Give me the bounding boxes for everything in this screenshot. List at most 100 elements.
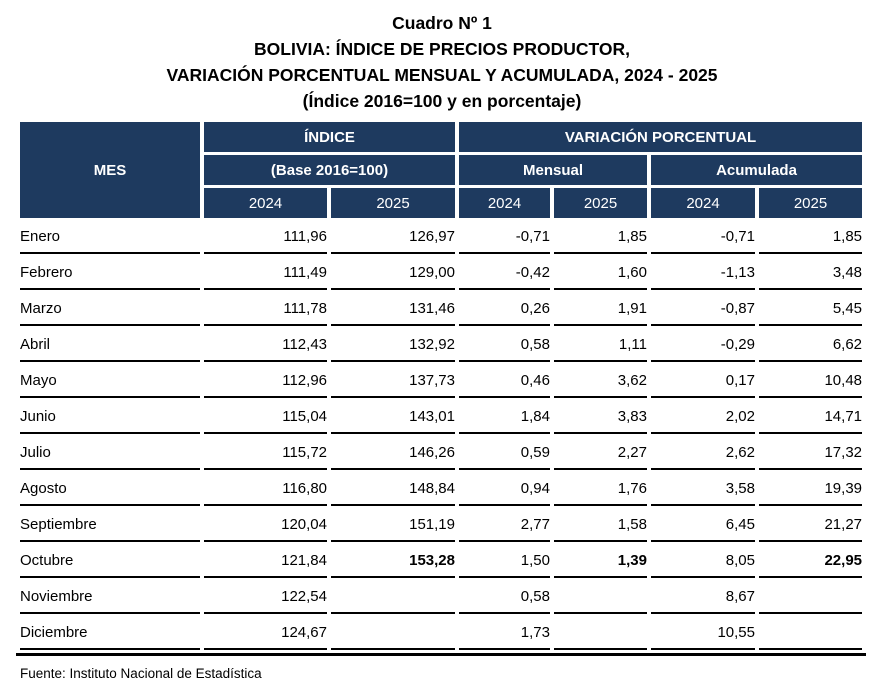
month-cell: Mayo [20,365,200,398]
acumulada-2025-cell: 3,48 [759,257,863,290]
acumulada-2024-cell: 3,58 [651,473,755,506]
header-year-acumulada-2024: 2024 [651,188,755,218]
mensual-2024-cell: 0,58 [459,329,550,362]
acumulada-2024-cell: 8,05 [651,545,755,578]
table-row: Agosto 116,80 148,84 0,94 1,76 3,58 19,39 [20,473,863,506]
title-line-3: VARIACIÓN PORCENTUAL MENSUAL Y ACUMULADA… [166,65,718,85]
table-row: Noviembre 122,54 0,58 8,67 [20,581,863,614]
indice-2025-cell: 129,00 [331,257,455,290]
header-acumulada: Acumulada [651,155,863,185]
header-base-2016: (Base 2016=100) [204,155,455,185]
mensual-2024-cell: 0,46 [459,365,550,398]
acumulada-2025-cell: 1,85 [759,221,863,254]
title-line-1: Cuadro Nº 1 [392,13,492,33]
mensual-2024-cell: 1,50 [459,545,550,578]
month-cell: Noviembre [20,581,200,614]
source-note: Fuente: Instituto Nacional de Estadístic… [20,666,262,678]
table-wrapper: MES ÍNDICE VARIACIÓN PORCENTUAL (Base 20… [16,119,867,656]
indice-2024-cell: 120,04 [204,509,327,542]
acumulada-2024-cell: -0,71 [651,221,755,254]
month-cell: Enero [20,221,200,254]
mensual-2024-cell: 1,84 [459,401,550,434]
acumulada-2025-cell: 21,27 [759,509,863,542]
acumulada-2025-cell: 6,62 [759,329,863,362]
indice-2024-cell: 121,84 [204,545,327,578]
month-cell: Abril [20,329,200,362]
acumulada-2025-cell: 22,95 [759,545,863,578]
mensual-2025-cell: 1,39 [554,545,647,578]
indice-2025-cell: 131,46 [331,293,455,326]
indice-2025-cell: 146,26 [331,437,455,470]
month-cell: Febrero [20,257,200,290]
acumulada-2024-cell: 6,45 [651,509,755,542]
month-cell: Junio [20,401,200,434]
acumulada-2025-cell: 5,45 [759,293,863,326]
mensual-2024-cell: 2,77 [459,509,550,542]
table-row: Julio 115,72 146,26 0,59 2,27 2,62 17,32 [20,437,863,470]
mensual-2024-cell: 0,26 [459,293,550,326]
indice-2024-cell: 116,80 [204,473,327,506]
mensual-2025-cell: 1,85 [554,221,647,254]
indice-2025-cell: 148,84 [331,473,455,506]
acumulada-2024-cell: 0,17 [651,365,755,398]
header-year-indice-2025: 2025 [331,188,455,218]
mensual-2025-cell: 1,76 [554,473,647,506]
month-cell: Diciembre [20,617,200,650]
header-row-3: 2024 2025 2024 2025 2024 2025 [20,188,863,218]
header-year-mensual-2024: 2024 [459,188,550,218]
mensual-2025-cell [554,617,647,650]
header-row-1: MES ÍNDICE VARIACIÓN PORCENTUAL [20,122,863,218]
mensual-2024-cell: 0,94 [459,473,550,506]
mensual-2025-cell: 3,83 [554,401,647,434]
acumulada-2025-cell [759,581,863,614]
table-row: Marzo 111,78 131,46 0,26 1,91 -0,87 5,45 [20,293,863,326]
indice-2025-cell [331,581,455,614]
acumulada-2024-cell: 10,55 [651,617,755,650]
table-row: Febrero 111,49 129,00 -0,42 1,60 -1,13 3,48 [20,257,863,290]
month-cell: Octubre [20,545,200,578]
table-row: Abril 112,43 132,92 0,58 1,11 -0,29 6,62 [20,329,863,362]
mensual-2025-cell: 1,58 [554,509,647,542]
header-mensual: Mensual [459,155,647,185]
mensual-2025-cell: 1,60 [554,257,647,290]
mensual-2024-cell: 0,59 [459,437,550,470]
indice-2024-cell: 112,96 [204,365,327,398]
acumulada-2024-cell: -0,29 [651,329,755,362]
month-cell: Septiembre [20,509,200,542]
mensual-2025-cell [554,581,647,614]
table-row: Mayo 112,96 137,73 0,46 3,62 0,17 10,48 [20,365,863,398]
table-row: Enero 111,96 126,97 -0,71 1,85 -0,71 1,85 [20,221,863,254]
acumulada-2025-cell: 10,48 [759,365,863,398]
acumulada-2025-cell: 19,39 [759,473,863,506]
indice-2024-cell: 111,49 [204,257,327,290]
month-cell: Marzo [20,293,200,326]
header-year-indice-2024: 2024 [204,188,327,218]
acumulada-2024-cell: 8,67 [651,581,755,614]
mensual-2025-cell: 3,62 [554,365,647,398]
indice-2025-cell [331,617,455,650]
mensual-2024-cell: -0,71 [459,221,550,254]
mensual-2025-cell: 1,11 [554,329,647,362]
indice-2025-cell: 137,73 [331,365,455,398]
month-cell: Agosto [20,473,200,506]
acumulada-2024-cell: -1,13 [651,257,755,290]
indice-2024-cell: 112,43 [204,329,327,362]
table-row: Junio 115,04 143,01 1,84 3,83 2,02 14,71 [20,401,863,434]
header-year-mensual-2025: 2025 [554,188,647,218]
header-mes: MES [20,122,200,218]
acumulada-2024-cell: 2,62 [651,437,755,470]
indice-2025-cell: 151,19 [331,509,455,542]
table-row: Diciembre 124,67 1,73 10,55 [20,617,863,650]
month-cell: Julio [20,437,200,470]
mensual-2025-cell: 2,27 [554,437,647,470]
header-variacion-porcentual: VARIACIÓN PORCENTUAL [459,122,863,152]
mensual-2024-cell: 0,58 [459,581,550,614]
acumulada-2024-cell: -0,87 [651,293,755,326]
table-title: Cuadro Nº 1 BOLIVIA: ÍNDICE DE PRECIOS P… [0,10,884,114]
acumulada-2025-cell: 14,71 [759,401,863,434]
indice-2024-cell: 115,72 [204,437,327,470]
indice-2024-cell: 122,54 [204,581,327,614]
title-line-2: BOLIVIA: ÍNDICE DE PRECIOS PRODUCTOR, [254,39,630,59]
header-indice: ÍNDICE [204,122,455,152]
